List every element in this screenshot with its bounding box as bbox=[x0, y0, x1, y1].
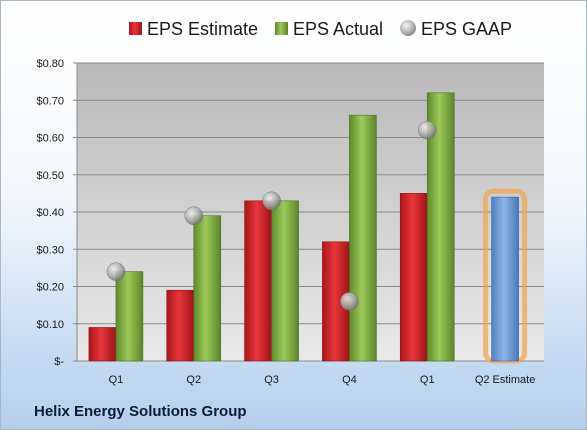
gaap-series bbox=[106, 120, 437, 311]
legend-label-gaap: EPS GAAP bbox=[421, 19, 512, 39]
bar-eps-actual bbox=[115, 271, 144, 362]
point-eps-gaap bbox=[262, 191, 281, 211]
legend-swatch-gaap bbox=[400, 20, 416, 36]
company-name: Helix Energy Solutions Group bbox=[34, 403, 247, 420]
point-eps-gaap bbox=[106, 262, 126, 281]
x-tick-label: Q1 bbox=[109, 374, 124, 386]
legend-swatch-actual bbox=[275, 22, 288, 35]
bar-eps-actual bbox=[349, 114, 377, 362]
bar-eps-estimate bbox=[88, 327, 117, 362]
bar-eps-estimate bbox=[244, 200, 272, 362]
bar-eps-actual bbox=[271, 200, 299, 362]
y-tick-label: $- bbox=[54, 356, 64, 368]
x-tick-label: Q3 bbox=[264, 374, 279, 386]
point-eps-gaap bbox=[340, 292, 359, 311]
x-tick-label: Q2 bbox=[186, 374, 201, 386]
y-tick-label: $0.30 bbox=[36, 244, 64, 256]
y-axis: $- $0.10 $0.20 $0.30 $0.40 $0.50 $0.60 $0.70 $0.… bbox=[36, 58, 78, 368]
x-axis: Q1 Q2 Q3 Q4 Q1 Q2 Estimate bbox=[77, 360, 544, 386]
y-tick-label: $0.10 bbox=[36, 319, 64, 331]
legend-swatch-estimate bbox=[129, 22, 142, 35]
x-tick-label: Q2 Estimate bbox=[475, 374, 536, 386]
x-tick-label: Q1 bbox=[420, 374, 435, 386]
y-tick-label: $0.60 bbox=[36, 133, 64, 145]
legend-label-actual: EPS Actual bbox=[293, 19, 383, 39]
y-tick-label: $0.50 bbox=[36, 170, 64, 182]
y-tick-label: $0.80 bbox=[36, 58, 64, 70]
chart-legend: EPS Estimate EPS Actual EPS GAAP bbox=[129, 19, 512, 39]
bar-eps-actual bbox=[193, 215, 222, 362]
y-tick-label: $0.20 bbox=[36, 282, 64, 294]
bar-eps-estimate bbox=[399, 193, 428, 362]
y-tick-label: $0.40 bbox=[36, 207, 64, 219]
point-eps-gaap bbox=[184, 206, 203, 225]
bar-q2-estimate bbox=[491, 196, 519, 362]
bar-series bbox=[88, 92, 528, 364]
point-eps-gaap bbox=[418, 120, 437, 140]
bar-eps-estimate bbox=[166, 289, 195, 362]
y-tick-label: $0.70 bbox=[36, 95, 64, 107]
x-tick-label: Q4 bbox=[342, 374, 357, 386]
legend-label-estimate: EPS Estimate bbox=[147, 19, 258, 39]
